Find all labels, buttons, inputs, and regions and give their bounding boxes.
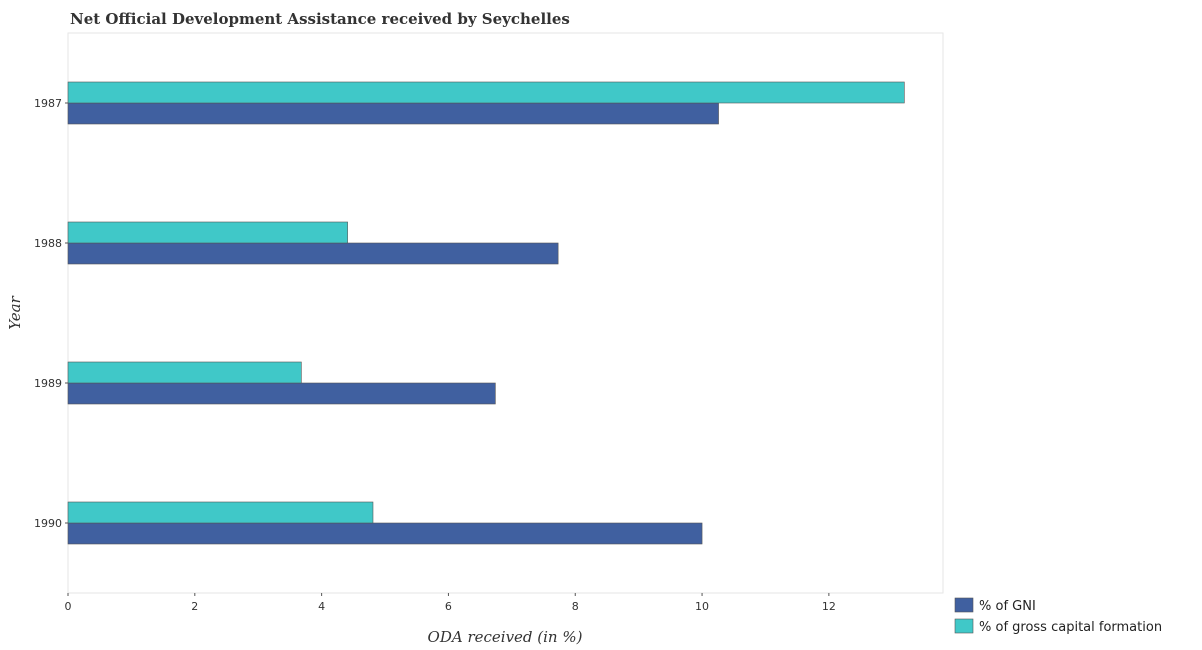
x-axis-label: ODA received (in %): [428, 628, 583, 646]
plot-area: [67, 32, 944, 594]
y-tick-label: 1988: [34, 237, 62, 250]
legend: % of GNI % of gross capital formation: [954, 597, 1162, 635]
legend-label: % of GNI: [979, 599, 1036, 614]
bar-gni-1989: [67, 382, 496, 405]
bar-gross-capital-1990: [67, 501, 374, 524]
bar-gni-1987: [67, 102, 719, 125]
x-tick-label: 8: [572, 600, 579, 613]
y-tick-labels: 1987 1988 1989 1990: [34, 97, 68, 530]
legend-label: % of gross capital formation: [979, 620, 1162, 635]
x-tick-label: 6: [445, 600, 452, 613]
x-tick-label: 12: [822, 600, 836, 613]
bar-gross-capital-1988: [67, 221, 348, 244]
bar-gross-capital-1989: [67, 361, 302, 384]
bar-gross-capital-1987: [67, 81, 905, 104]
y-axis-label: Year: [6, 295, 24, 329]
y-tick-label: 1989: [34, 377, 62, 390]
bar-gni-1988: [67, 242, 559, 265]
y-tick-label: 1990: [34, 517, 62, 530]
x-tick-labels: 0 2 4 6 8 10 12: [65, 593, 836, 613]
y-tick-label: 1987: [34, 97, 62, 110]
x-tick-label: 10: [695, 600, 709, 613]
x-tick-label: 4: [318, 600, 325, 613]
chart-title: Net Official Development Assistance rece…: [70, 10, 570, 28]
bars-group: [67, 81, 905, 545]
x-tick-label: 0: [65, 600, 72, 613]
bar-gni-1990: [67, 522, 703, 545]
legend-swatch: [954, 597, 974, 613]
legend-swatch: [954, 618, 974, 634]
x-tick-label: 2: [191, 600, 198, 613]
